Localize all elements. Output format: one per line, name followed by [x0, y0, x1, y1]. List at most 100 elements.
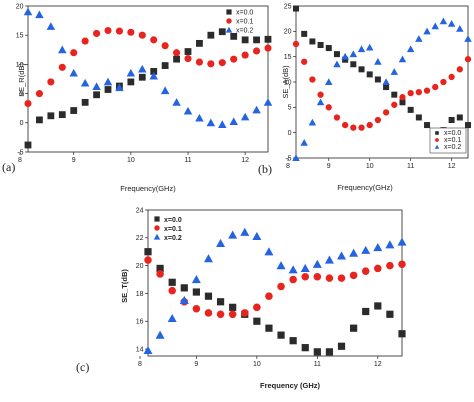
data-point	[144, 256, 152, 264]
data-point	[265, 292, 273, 300]
data-point	[115, 83, 124, 92]
legend-label: x=0.0	[164, 217, 182, 224]
data-point	[398, 260, 406, 269]
panel-a-label: (a)	[2, 160, 15, 174]
panel-b: (b) Frequency(GHz) SE_A(dB) 8 9 10 11 12 -5 0 5…	[258, 3, 472, 192]
data-point	[362, 307, 370, 316]
data-point	[383, 84, 390, 91]
data-point	[196, 39, 203, 47]
data-point	[317, 42, 324, 49]
data-point	[385, 240, 395, 249]
data-point	[172, 98, 181, 106]
data-point	[179, 295, 189, 304]
data-point	[415, 114, 422, 121]
legend-marker	[153, 233, 161, 240]
panel-a-xlabel: Frequency(GHz)	[120, 184, 176, 193]
data-point	[155, 330, 165, 339]
y-tick-label: 5	[20, 91, 24, 98]
data-point	[333, 51, 340, 58]
data-point	[81, 98, 89, 106]
data-point	[93, 91, 100, 99]
data-point	[448, 117, 455, 123]
data-point	[342, 56, 349, 63]
data-point	[80, 78, 90, 87]
series-x=0.0	[144, 248, 406, 356]
data-point	[149, 71, 158, 80]
data-point	[337, 342, 346, 350]
data-point	[204, 309, 213, 317]
data-point	[439, 17, 448, 25]
panel-c-label: (c)	[76, 360, 89, 374]
legend-label: x=0.1	[444, 137, 461, 144]
data-point	[253, 303, 261, 312]
data-point	[241, 36, 249, 44]
data-point	[156, 270, 164, 278]
y-tick-label: 15	[284, 54, 292, 61]
data-point	[431, 22, 439, 30]
data-point	[350, 61, 357, 68]
data-point	[216, 298, 225, 306]
data-point	[292, 40, 300, 48]
data-point	[70, 107, 78, 114]
data-point	[361, 267, 370, 275]
legend-label: x=0.2	[444, 144, 461, 151]
series-x=0.0	[293, 5, 471, 136]
y-tick-label: 0	[288, 130, 292, 137]
data-point	[240, 309, 249, 317]
data-point	[325, 78, 333, 85]
data-point	[456, 114, 463, 121]
data-point	[398, 55, 407, 63]
data-point	[229, 303, 237, 311]
data-point	[161, 62, 169, 69]
panel-b-label: (b)	[258, 162, 272, 176]
data-point	[391, 101, 398, 108]
data-point	[69, 68, 78, 77]
y-tick-label: 20	[284, 29, 292, 36]
y-tick-label: 20	[136, 263, 144, 270]
data-point	[228, 230, 238, 239]
data-point	[313, 272, 322, 281]
x-tick-label: 9	[327, 163, 331, 170]
data-point	[386, 310, 394, 318]
data-point	[265, 324, 273, 332]
data-point	[173, 55, 180, 63]
data-point	[184, 54, 192, 63]
data-point	[357, 45, 366, 53]
y-tick-label: -5	[285, 155, 291, 162]
data-point	[288, 265, 298, 274]
y-tick-label: 18	[136, 291, 144, 298]
data-point	[150, 68, 158, 75]
data-point	[126, 68, 136, 77]
data-point	[456, 66, 463, 73]
data-point	[301, 58, 308, 65]
data-point	[58, 45, 67, 54]
y-tick-label: 16	[136, 319, 144, 326]
data-point	[464, 35, 472, 42]
data-point	[407, 89, 414, 97]
legend-marker	[154, 225, 160, 231]
data-point	[252, 231, 262, 241]
panel-c: (c) Frequency (GHz) SE_T(dB) 8 9 10 11 12 14 1…	[76, 207, 407, 390]
data-point	[399, 99, 406, 106]
data-point	[349, 271, 358, 280]
data-point	[289, 275, 297, 284]
legend-label: x=0.0	[236, 10, 253, 17]
y-tick-label: 20	[16, 3, 24, 10]
data-point	[361, 245, 371, 254]
y-tick-label: 5	[288, 105, 292, 112]
data-point	[252, 105, 261, 114]
data-point	[300, 139, 308, 146]
x-tick-label: 12	[374, 361, 382, 368]
legend-label: x=0.1	[164, 226, 182, 233]
data-point	[325, 274, 334, 282]
data-point	[337, 251, 347, 260]
data-point	[204, 292, 213, 300]
data-point	[325, 104, 332, 111]
panel-a-ylabel: SE_R(dB)	[17, 63, 26, 97]
series-x=0.1	[292, 40, 472, 131]
data-point	[195, 58, 203, 66]
x-tick-label: 8	[18, 157, 22, 164]
data-point	[58, 111, 66, 119]
plot-frame	[27, 5, 269, 153]
data-point	[23, 7, 33, 16]
